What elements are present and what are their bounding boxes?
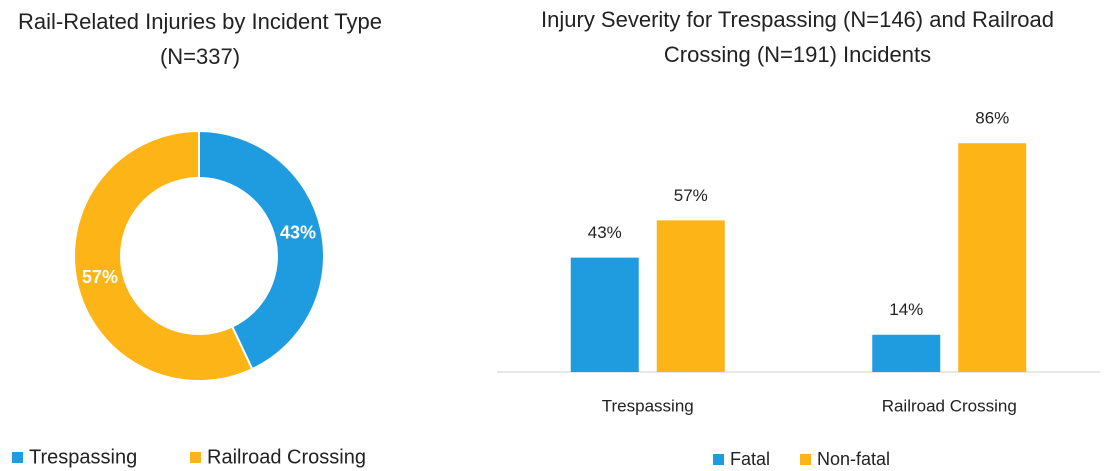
data-label: 43% [588, 223, 622, 242]
legend-label: Trespassing [29, 446, 137, 468]
donut-slice [73, 129, 254, 382]
legend-label: Non-fatal [817, 449, 890, 469]
data-label: 57% [674, 186, 708, 205]
legend-swatch [713, 454, 724, 465]
data-label: 86% [975, 109, 1009, 128]
bar [570, 257, 639, 372]
legend-label: Railroad Crossing [207, 446, 366, 468]
chart-title: Injury Severity for Trespassing (N=146) … [541, 7, 1054, 67]
legend-swatch [800, 454, 811, 465]
data-label: 57% [82, 267, 118, 287]
legend-label: Fatal [730, 449, 770, 469]
x-tick-label: Railroad Crossing [882, 396, 1017, 415]
legend-swatch [190, 452, 201, 463]
chart-title: Rail-Related Injuries by Incident Type (… [17, 9, 382, 69]
bar [958, 143, 1027, 372]
legend-swatch [12, 452, 23, 463]
bar [656, 220, 725, 372]
data-label: 43% [280, 223, 316, 243]
data-label: 14% [889, 300, 923, 319]
x-tick-label: Trespassing [602, 396, 694, 415]
bar [872, 334, 941, 372]
donut-slice [198, 129, 325, 371]
